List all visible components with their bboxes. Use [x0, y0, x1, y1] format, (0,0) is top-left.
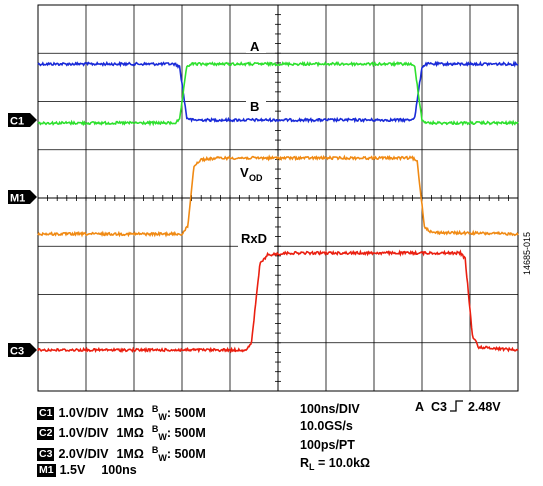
input-impedance: 1MΩ	[116, 406, 143, 420]
trace-label-rxd: RxD	[241, 231, 267, 246]
bandwidth-value: : 500M	[167, 447, 206, 461]
channel-badge: C3	[37, 448, 54, 461]
volts-per-div: 2.0V/DIV	[58, 447, 108, 461]
scope-settings-panel: C1 1.0V/DIV 1MΩ BW: 500M C2 1.0V/DIV 1MΩ BW: 5…	[0, 396, 520, 486]
trigger-source: C3	[431, 400, 447, 414]
volts-per-div: 1.0V/DIV	[58, 406, 108, 420]
trace-label-a: A	[250, 39, 260, 54]
rising-edge-icon	[450, 400, 464, 412]
trigger-level: 2.48V	[468, 400, 501, 414]
channel-3-settings: C3 2.0V/DIV 1MΩ BW: 500M	[37, 441, 206, 459]
svg-text:C1: C1	[10, 116, 24, 128]
input-impedance: 1MΩ	[116, 447, 143, 461]
bandwidth-w: W	[158, 453, 167, 463]
oscilloscope-display: A B V OD RxD C1 M1 C3	[0, 0, 543, 400]
math-badge: M1	[37, 464, 56, 477]
trace-label-od-subscript: OD	[249, 173, 263, 183]
channel-badge: C2	[37, 427, 54, 440]
sample-rate: 10.0GS/s	[300, 417, 353, 435]
load-value: = 10.0kΩ	[315, 456, 371, 470]
math-time: 100ns	[101, 463, 136, 477]
math-channel-settings: M1 1.5V 100ns	[37, 461, 137, 479]
bandwidth-value: : 500M	[167, 426, 206, 440]
figure-id: 14685-015	[522, 215, 532, 275]
svg-text:M1: M1	[10, 193, 25, 205]
resolution: 100ps/PT	[300, 436, 355, 454]
trigger-settings: A C3 2.48V	[415, 398, 501, 416]
volts-per-div: 1.0V/DIV	[58, 426, 108, 440]
svg-text:C3: C3	[10, 346, 24, 358]
channel-markers: C1 M1 C3	[8, 113, 37, 358]
load-resistance: RL = 10.0kΩ	[300, 454, 370, 472]
trace-label-b: B	[250, 99, 259, 114]
channel-1-settings: C1 1.0V/DIV 1MΩ BW: 500M	[37, 400, 206, 418]
trigger-mode: A	[415, 400, 424, 414]
math-scale: 1.5V	[60, 463, 86, 477]
input-impedance: 1MΩ	[116, 426, 143, 440]
timebase: 100ns/DIV	[300, 400, 360, 418]
channel-2-settings: C2 1.0V/DIV 1MΩ BW: 500M	[37, 420, 206, 438]
bandwidth-value: : 500M	[167, 406, 206, 420]
channel-marker-m1: M1	[8, 190, 37, 205]
channel-marker-c1: C1	[8, 113, 37, 128]
trace-label-v: V	[240, 165, 249, 180]
channel-badge: C1	[37, 407, 54, 420]
channel-marker-c3: C3	[8, 343, 37, 358]
load-r: R	[300, 456, 309, 470]
